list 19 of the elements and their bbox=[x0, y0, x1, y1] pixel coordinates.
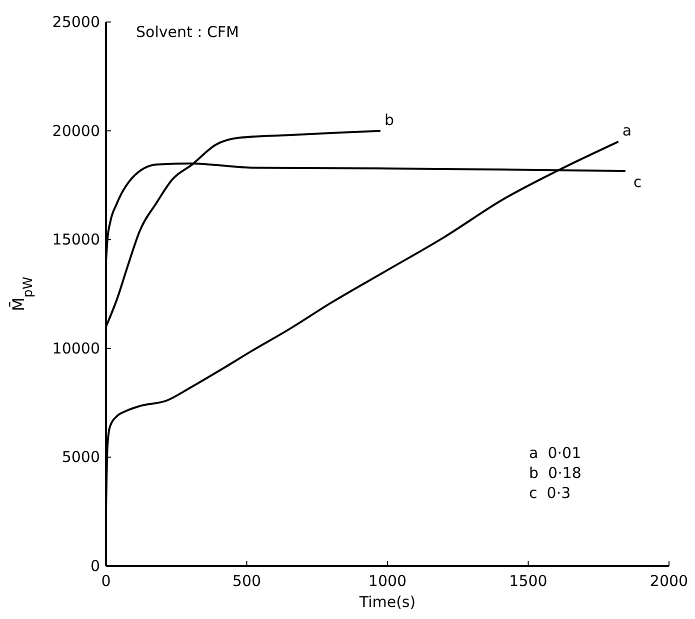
annotation: Solvent : CFM bbox=[136, 23, 239, 41]
y-tick-label: 15000 bbox=[52, 230, 100, 249]
series-label: c bbox=[633, 173, 642, 192]
annotation: c 0·3 bbox=[529, 484, 571, 502]
series-label: b bbox=[384, 110, 394, 129]
y-tick-label: 10000 bbox=[52, 339, 100, 358]
x-tick-label: 500 bbox=[232, 572, 262, 590]
x-axis-title: Time(s) bbox=[358, 593, 416, 611]
x-tick-label: 1000 bbox=[368, 572, 407, 590]
x-tick-label: 2000 bbox=[650, 572, 688, 590]
y-tick-label: 25000 bbox=[52, 13, 100, 31]
x-tick-label: 1500 bbox=[509, 572, 548, 590]
y-tick-label: 5000 bbox=[62, 448, 100, 466]
y-tick-label: 0 bbox=[90, 557, 100, 575]
series-label: a bbox=[622, 122, 632, 140]
annotation: a 0·01 bbox=[529, 444, 582, 462]
y-tick-label: 20000 bbox=[52, 122, 100, 140]
annotation: b 0·18 bbox=[529, 464, 582, 482]
x-tick-label: 0 bbox=[101, 572, 111, 590]
